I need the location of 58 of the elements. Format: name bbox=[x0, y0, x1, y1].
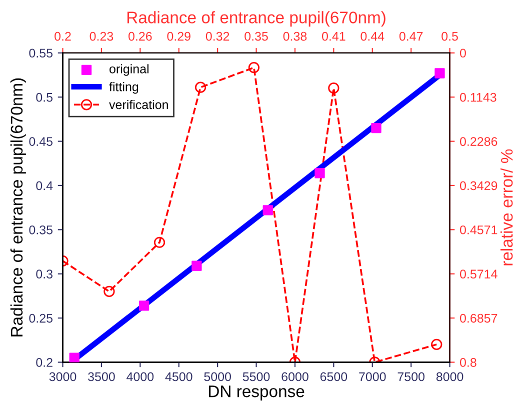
y-tick-label: 0.4 bbox=[36, 181, 53, 190]
x2-axis-title: Radiance of entrance pupil(670nm) bbox=[127, 11, 386, 27]
x-tick-label: 5000 bbox=[204, 372, 231, 382]
y-tick-label: 0.5 bbox=[36, 92, 53, 102]
x2-tick-label: 0.44 bbox=[360, 32, 384, 41]
y2-tick-label: 0.8 bbox=[460, 358, 476, 367]
y2-tick-label: 0.4571 bbox=[460, 225, 498, 234]
y-tick-label: 0.25 bbox=[29, 314, 53, 323]
legend-label: verification bbox=[109, 100, 168, 110]
x-tick-label: 3500 bbox=[88, 372, 115, 382]
x-tick-label: 7500 bbox=[398, 372, 424, 382]
x-tick-label: 6000 bbox=[282, 372, 308, 382]
point bbox=[194, 82, 206, 93]
point bbox=[104, 286, 115, 298]
point bbox=[431, 338, 442, 350]
point bbox=[328, 82, 340, 94]
x2-tick-label: 0.35 bbox=[244, 32, 268, 41]
y2-tick-label: 0.2286 bbox=[460, 137, 498, 146]
legend-label: fitting bbox=[109, 82, 138, 94]
x-tick-label: 6500 bbox=[320, 372, 348, 382]
x-tick-label: 5500 bbox=[242, 372, 270, 382]
point bbox=[434, 68, 445, 78]
y-tick-label: 0.45 bbox=[29, 137, 53, 146]
x2-tick-label: 0.38 bbox=[283, 32, 307, 41]
y-axis-title: Radiance of entrance pupil(670nm) bbox=[10, 78, 26, 336]
y2-tick-label: 0 bbox=[460, 48, 466, 58]
point bbox=[371, 122, 382, 134]
y2-tick-label: 0.3429 bbox=[460, 181, 498, 190]
x2-tick-label: 0.5 bbox=[442, 32, 458, 41]
x-axis-title: DN response bbox=[209, 386, 304, 401]
legend-label: original bbox=[110, 64, 148, 76]
y2-tick-label: 0.6857 bbox=[460, 314, 498, 323]
x2-tick-label: 0.2 bbox=[54, 32, 71, 41]
x2-tick-label: 0.23 bbox=[90, 32, 114, 41]
y-tick-label: 0.55 bbox=[29, 48, 53, 58]
point bbox=[138, 300, 150, 311]
point bbox=[154, 236, 166, 248]
x2-tick-label: 0.47 bbox=[399, 32, 423, 41]
y-tick-label: 0.3 bbox=[36, 270, 52, 279]
x-tick-label: 4000 bbox=[126, 372, 154, 382]
y2-tick-label: 0.5714 bbox=[460, 270, 498, 278]
x2-tick-label: 0.41 bbox=[322, 32, 346, 41]
point bbox=[69, 352, 80, 362]
x-tick-label: 8000 bbox=[436, 372, 464, 382]
y2-axis-title: relative error/ % bbox=[500, 149, 513, 266]
x-tick-label: 7000 bbox=[359, 372, 386, 382]
x-tick-label: 3000 bbox=[49, 372, 76, 382]
point bbox=[314, 168, 325, 178]
x2-tick-label: 0.32 bbox=[206, 32, 230, 41]
point bbox=[262, 205, 273, 216]
y2-tick-label: 0.1143 bbox=[460, 92, 496, 102]
point bbox=[248, 62, 260, 74]
y-tick-label: 0.2 bbox=[36, 358, 52, 367]
x2-tick-label: 0.29 bbox=[167, 32, 190, 41]
y-tick-label: 0.35 bbox=[29, 225, 53, 234]
x-tick-label: 4500 bbox=[165, 372, 192, 382]
x2-tick-label: 0.26 bbox=[128, 32, 152, 41]
point bbox=[192, 260, 202, 271]
